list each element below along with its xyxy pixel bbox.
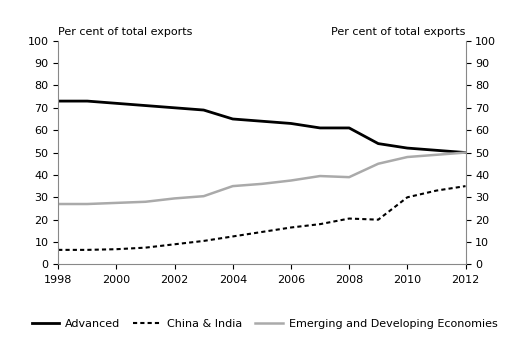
China & India: [142, 245, 149, 250]
China & India: [462, 184, 469, 188]
Advanced: [230, 117, 236, 121]
Emerging and Developing Economies: [259, 182, 265, 186]
China & India: [317, 222, 323, 226]
Emerging and Developing Economies: [171, 196, 178, 200]
Legend: Advanced, China & India, Emerging and Developing Economies: Advanced, China & India, Emerging and De…: [27, 315, 502, 334]
Line: Emerging and Developing Economies: Emerging and Developing Economies: [58, 153, 466, 204]
Advanced: [113, 101, 120, 105]
Emerging and Developing Economies: [346, 175, 352, 179]
Text: Per cent of total exports: Per cent of total exports: [331, 27, 466, 37]
Advanced: [200, 108, 207, 112]
China & India: [171, 242, 178, 246]
Emerging and Developing Economies: [230, 184, 236, 188]
Line: Advanced: Advanced: [58, 101, 466, 153]
Advanced: [288, 121, 294, 125]
Advanced: [259, 119, 265, 123]
China & India: [259, 230, 265, 234]
Emerging and Developing Economies: [113, 201, 120, 205]
Advanced: [142, 103, 149, 107]
Advanced: [171, 106, 178, 110]
China & India: [346, 217, 352, 221]
Emerging and Developing Economies: [84, 202, 90, 206]
Emerging and Developing Economies: [55, 202, 61, 206]
Line: China & India: China & India: [58, 186, 466, 250]
Emerging and Developing Economies: [142, 200, 149, 204]
China & India: [375, 218, 381, 222]
Advanced: [433, 148, 440, 152]
Emerging and Developing Economies: [433, 153, 440, 157]
Emerging and Developing Economies: [404, 155, 411, 159]
China & India: [84, 248, 90, 252]
Emerging and Developing Economies: [462, 151, 469, 155]
Advanced: [317, 126, 323, 130]
Emerging and Developing Economies: [317, 174, 323, 178]
China & India: [55, 248, 61, 252]
Advanced: [346, 126, 352, 130]
Advanced: [375, 142, 381, 146]
Emerging and Developing Economies: [288, 178, 294, 182]
Emerging and Developing Economies: [375, 162, 381, 166]
Emerging and Developing Economies: [200, 194, 207, 198]
Advanced: [55, 99, 61, 103]
Advanced: [462, 151, 469, 155]
Advanced: [404, 146, 411, 150]
China & India: [200, 239, 207, 243]
China & India: [288, 225, 294, 230]
China & India: [433, 188, 440, 193]
Text: Per cent of total exports: Per cent of total exports: [58, 27, 193, 37]
China & India: [230, 235, 236, 239]
China & India: [404, 195, 411, 199]
Advanced: [84, 99, 90, 103]
China & India: [113, 247, 120, 251]
